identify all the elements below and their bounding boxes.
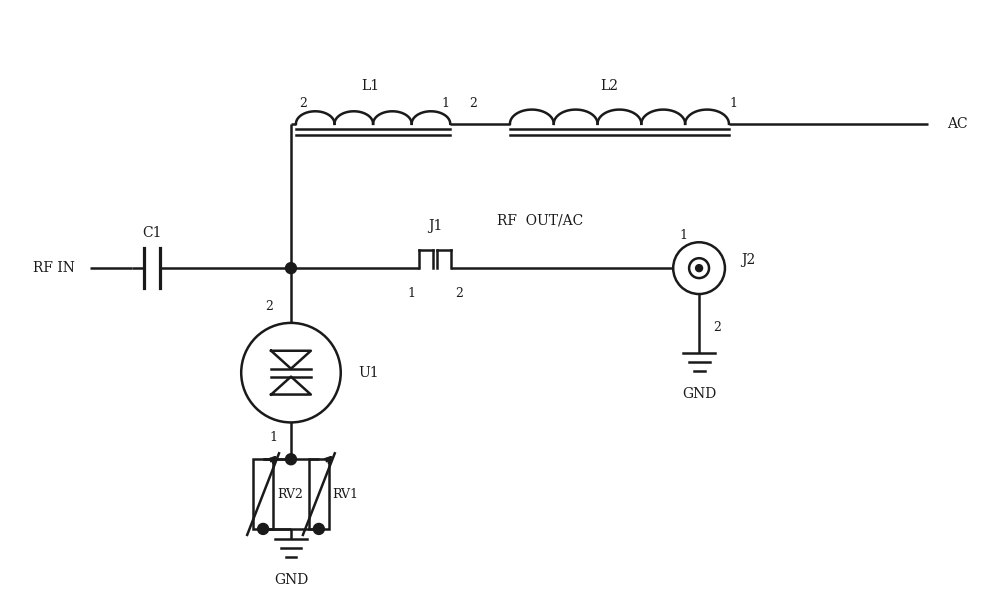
Circle shape <box>258 523 269 535</box>
Text: RF  OUT/AC: RF OUT/AC <box>497 213 583 227</box>
Circle shape <box>286 263 296 274</box>
Circle shape <box>286 454 296 465</box>
Text: 2: 2 <box>713 321 721 334</box>
Text: J2: J2 <box>741 253 755 267</box>
Text: U1: U1 <box>359 365 379 380</box>
Text: C1: C1 <box>142 226 161 240</box>
Text: L2: L2 <box>600 79 618 93</box>
Text: 2: 2 <box>455 286 463 300</box>
Text: 1: 1 <box>730 97 738 111</box>
Text: 1: 1 <box>407 286 415 300</box>
Text: 2: 2 <box>265 300 273 313</box>
Text: 1: 1 <box>441 97 449 111</box>
Text: 1: 1 <box>679 229 687 242</box>
Text: GND: GND <box>274 573 308 587</box>
Text: L1: L1 <box>362 79 380 93</box>
Text: 2: 2 <box>469 97 477 111</box>
Text: RV1: RV1 <box>333 487 359 501</box>
Text: RF IN: RF IN <box>33 261 75 275</box>
Text: AC: AC <box>948 117 968 131</box>
Text: GND: GND <box>682 386 716 401</box>
Circle shape <box>313 523 324 535</box>
Text: 2: 2 <box>299 97 307 111</box>
Text: 1: 1 <box>269 431 277 444</box>
Circle shape <box>696 265 703 271</box>
Text: J1: J1 <box>428 219 442 233</box>
Text: RV2: RV2 <box>277 487 303 501</box>
